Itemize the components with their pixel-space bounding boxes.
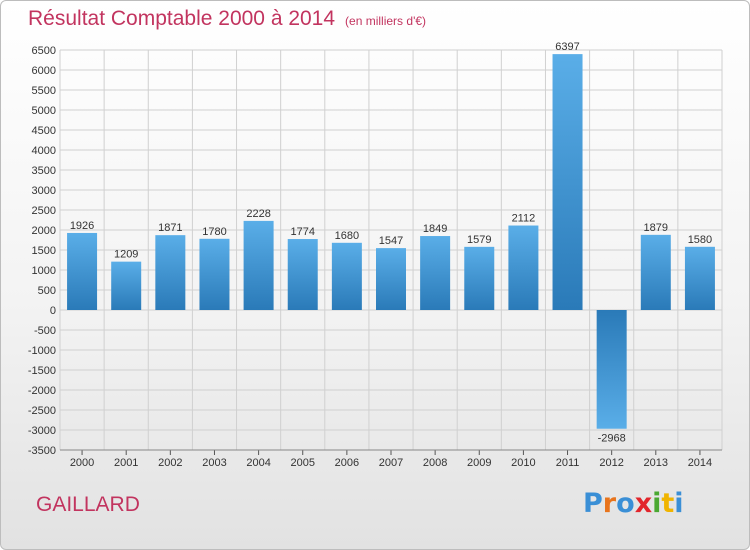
data-label-2001: 1209 <box>114 249 138 261</box>
y-tick-label: -500 <box>34 325 56 337</box>
y-tick-label: 4500 <box>32 125 56 137</box>
logo-letter: o <box>616 488 635 519</box>
x-tick-label: 2014 <box>688 457 712 469</box>
y-tick-label: 4000 <box>32 145 56 157</box>
bar-2012[interactable] <box>596 310 627 429</box>
logo-letter: r <box>602 488 617 519</box>
bar-2006[interactable] <box>331 242 362 310</box>
y-tick-label: 1500 <box>32 245 56 257</box>
x-tick-label: 2006 <box>335 457 359 469</box>
data-label-2007: 1547 <box>379 235 403 247</box>
y-tick-label: 5500 <box>32 85 56 97</box>
x-tick-label: 2009 <box>467 457 491 469</box>
data-label-2003: 1780 <box>202 226 226 238</box>
axis-layer: 6500600055005000450040003500300025002000… <box>28 41 722 469</box>
y-tick-label: -1500 <box>28 365 56 377</box>
logo-letter: x <box>634 488 653 519</box>
y-tick-label: 3500 <box>32 165 56 177</box>
y-tick-label: 6000 <box>32 65 56 77</box>
x-tick-label: 2002 <box>158 457 182 469</box>
bar-2009[interactable] <box>464 246 495 310</box>
data-label-2008: 1849 <box>423 223 447 235</box>
data-label-2011: 6397 <box>555 41 579 53</box>
logo-letter: i <box>652 488 662 519</box>
bar-2010[interactable] <box>508 225 539 310</box>
logo-letter: i <box>674 488 684 519</box>
bar-2013[interactable] <box>640 234 671 310</box>
bar-2014[interactable] <box>684 246 715 310</box>
y-tick-label: -3500 <box>28 445 56 457</box>
y-tick-label: 0 <box>50 305 56 317</box>
data-label-2006: 1680 <box>335 230 359 242</box>
x-tick-label: 2013 <box>644 457 668 469</box>
bar-2005[interactable] <box>287 239 318 310</box>
data-label-2009: 1579 <box>467 234 491 246</box>
data-label-2014: 1580 <box>688 234 712 246</box>
x-tick-label: 2004 <box>246 457 270 469</box>
x-tick-label: 2003 <box>202 457 226 469</box>
y-tick-label: -2500 <box>28 405 56 417</box>
chart-title: Résultat Comptable 2000 à 2014 (en millie… <box>28 7 426 31</box>
logo-letter: t <box>661 488 675 519</box>
commune-name: GAILLARD <box>36 493 140 516</box>
bar-2001[interactable] <box>111 261 142 310</box>
y-tick-label: -2000 <box>28 385 56 397</box>
y-tick-label: 500 <box>38 285 56 297</box>
y-tick-label: 6500 <box>32 45 56 57</box>
x-tick-label: 2010 <box>511 457 535 469</box>
y-tick-label: 2500 <box>32 205 56 217</box>
chart-title-text: Résultat Comptable 2000 à 2014 <box>28 7 336 30</box>
y-tick-label: -3000 <box>28 425 56 437</box>
data-label-2012: -2968 <box>598 433 626 445</box>
logo-letter: P <box>583 488 603 519</box>
x-tick-label: 2011 <box>556 457 580 469</box>
bar-2000[interactable] <box>67 232 98 310</box>
y-tick-label: -1000 <box>28 345 56 357</box>
bar-2008[interactable] <box>420 236 451 310</box>
bar-2002[interactable] <box>155 235 186 310</box>
bar-2011[interactable] <box>552 54 583 311</box>
data-label-2000: 1926 <box>70 220 94 232</box>
x-tick-label: 2001 <box>114 457 138 469</box>
bar-2007[interactable] <box>376 248 406 310</box>
y-tick-label: 3000 <box>32 185 56 197</box>
x-tick-label: 2000 <box>70 457 94 469</box>
data-label-2005: 1774 <box>290 226 314 238</box>
data-label-2010: 2112 <box>512 213 536 225</box>
x-tick-label: 2007 <box>379 457 403 469</box>
proxiti-logo[interactable]: Proxiti <box>583 488 684 519</box>
x-tick-label: 2012 <box>599 457 623 469</box>
data-label-2002: 1871 <box>158 222 182 234</box>
bar-2003[interactable] <box>199 238 230 310</box>
y-tick-label: 1000 <box>32 265 56 277</box>
bar-layer <box>67 54 715 429</box>
data-label-2013: 1879 <box>644 222 668 234</box>
data-label-2004: 2228 <box>246 208 270 220</box>
chart-subtitle: (en milliers d'€) <box>345 14 427 28</box>
bar-2004[interactable] <box>243 220 274 310</box>
x-tick-label: 2008 <box>423 457 447 469</box>
y-tick-label: 2000 <box>32 225 56 237</box>
x-tick-label: 2005 <box>290 457 314 469</box>
y-tick-label: 5000 <box>32 105 56 117</box>
